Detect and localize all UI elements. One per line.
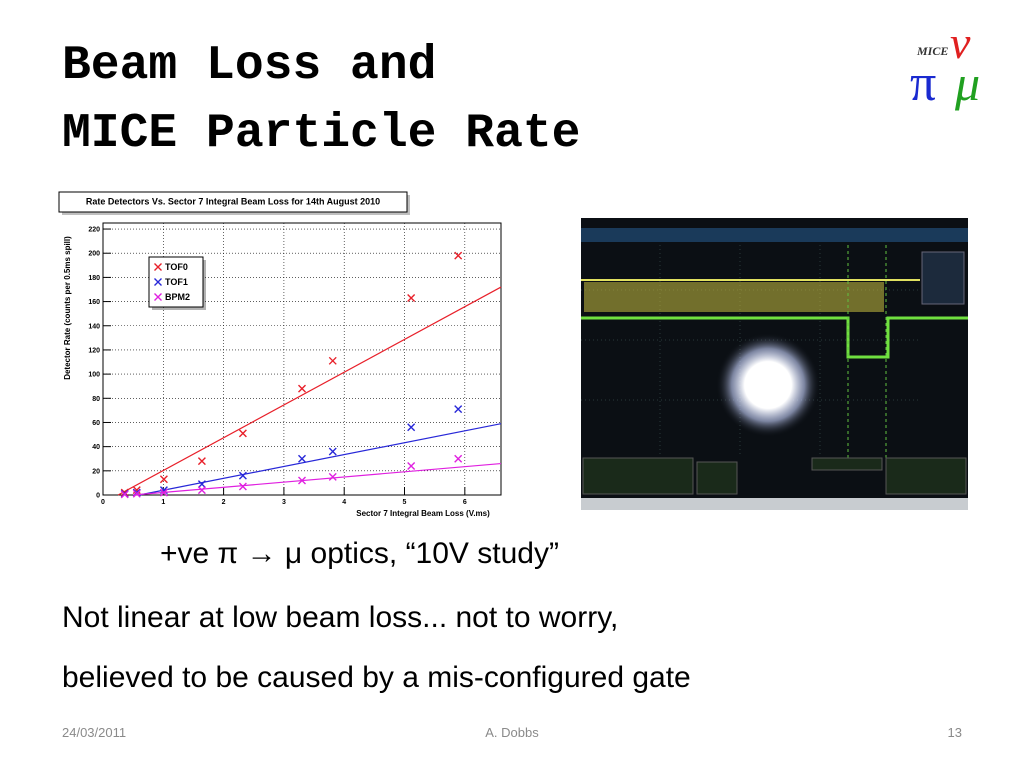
logo-text: MICE — [916, 44, 948, 58]
marker — [120, 490, 129, 499]
scope-toolbar — [581, 228, 968, 242]
legend-marker — [154, 263, 162, 271]
y-tick-label: 0 — [96, 493, 100, 500]
y-tick-label: 160 — [88, 299, 100, 306]
y-tick-label: 180 — [88, 275, 100, 282]
y-axis-label: Detector Rate (counts per 0.5ms spill) — [63, 236, 72, 380]
camera-flash — [716, 333, 820, 437]
marker — [132, 489, 141, 498]
x-tick-label: 1 — [161, 499, 165, 506]
chart-title-box — [58, 191, 408, 213]
marker — [328, 472, 337, 481]
marker — [238, 429, 247, 438]
scope-trigger-panel — [811, 457, 883, 471]
marker — [407, 423, 416, 432]
chart-title: Rate Detectors Vs. Sector 7 Integral Bea… — [86, 196, 380, 206]
x-tick-label: 0 — [101, 499, 105, 506]
marker — [454, 405, 463, 414]
scope-acq-panel — [885, 457, 967, 495]
y-tick-label: 100 — [88, 372, 100, 379]
marker — [298, 454, 306, 463]
marker — [120, 488, 129, 497]
logo-symbol: ν — [950, 17, 971, 68]
marker — [407, 293, 416, 302]
marker — [197, 457, 206, 466]
footer-date: 24/03/2011 — [62, 725, 126, 740]
scope-green-trace — [581, 316, 968, 359]
scope-bottom-bar — [581, 498, 968, 510]
footer-page: 13 — [948, 725, 962, 740]
fit-line — [133, 462, 502, 496]
marker — [132, 486, 141, 495]
x-tick-label: 4 — [342, 499, 346, 506]
fit-line — [139, 423, 502, 496]
legend-label: BPM2 — [165, 292, 190, 302]
body-text: believed to be caused by a mis-configure… — [62, 661, 691, 694]
x-tick-label: 5 — [403, 499, 407, 506]
slide-title: MICE Particle Rate — [62, 107, 580, 161]
logo-symbol: π — [910, 55, 936, 112]
scope-cursor-panel — [921, 251, 965, 305]
y-tick-label: 60 — [92, 420, 100, 427]
fit-line — [117, 286, 502, 496]
marker — [238, 482, 247, 491]
scope-channel-panel — [582, 457, 694, 495]
marker — [197, 486, 206, 495]
marker — [159, 475, 168, 484]
footer-author: A. Dobbs — [485, 725, 539, 740]
marker — [238, 471, 247, 480]
body-text: +ve π → μ optics, “10V study” — [160, 537, 559, 570]
slide-title: Beam Loss and — [62, 39, 436, 93]
marker — [407, 461, 416, 470]
x-tick-label: 6 — [463, 499, 467, 506]
y-tick-label: 40 — [92, 444, 100, 451]
logo: MICE π ν μ — [910, 17, 980, 112]
marker — [454, 454, 463, 463]
x-tick-label: 3 — [282, 499, 286, 506]
y-tick-label: 200 — [88, 251, 100, 258]
y-tick-label: 140 — [88, 323, 100, 330]
marker — [159, 488, 168, 497]
scope-yellow-trace — [584, 282, 884, 312]
y-tick-label: 120 — [88, 347, 100, 354]
body-text: Not linear at low beam loss... not to wo… — [62, 601, 618, 634]
legend-label: TOF1 — [165, 277, 188, 287]
marker — [454, 251, 463, 260]
oscilloscope-photo — [581, 218, 968, 510]
y-tick-label: 20 — [92, 468, 100, 475]
x-axis-label: Sector 7 Integral Beam Loss (V.ms) — [356, 509, 490, 518]
scope-timebase-panel — [696, 461, 738, 495]
legend-marker — [154, 293, 162, 301]
logo-symbol: μ — [954, 55, 980, 111]
x-tick-label: 2 — [222, 499, 226, 506]
marker — [197, 480, 206, 489]
marker — [328, 447, 337, 456]
marker — [298, 384, 306, 393]
plot: 0 20 40 60 80 100 120 140 160 180 200 220 0 1 2 3 4 5 6 TOF… — [88, 222, 502, 506]
y-tick-label: 80 — [92, 396, 100, 403]
legend-marker — [154, 278, 162, 286]
y-tick-label: 220 — [88, 227, 100, 234]
marker — [298, 476, 306, 485]
marker — [328, 356, 337, 365]
legend-label: TOF0 — [165, 262, 188, 272]
